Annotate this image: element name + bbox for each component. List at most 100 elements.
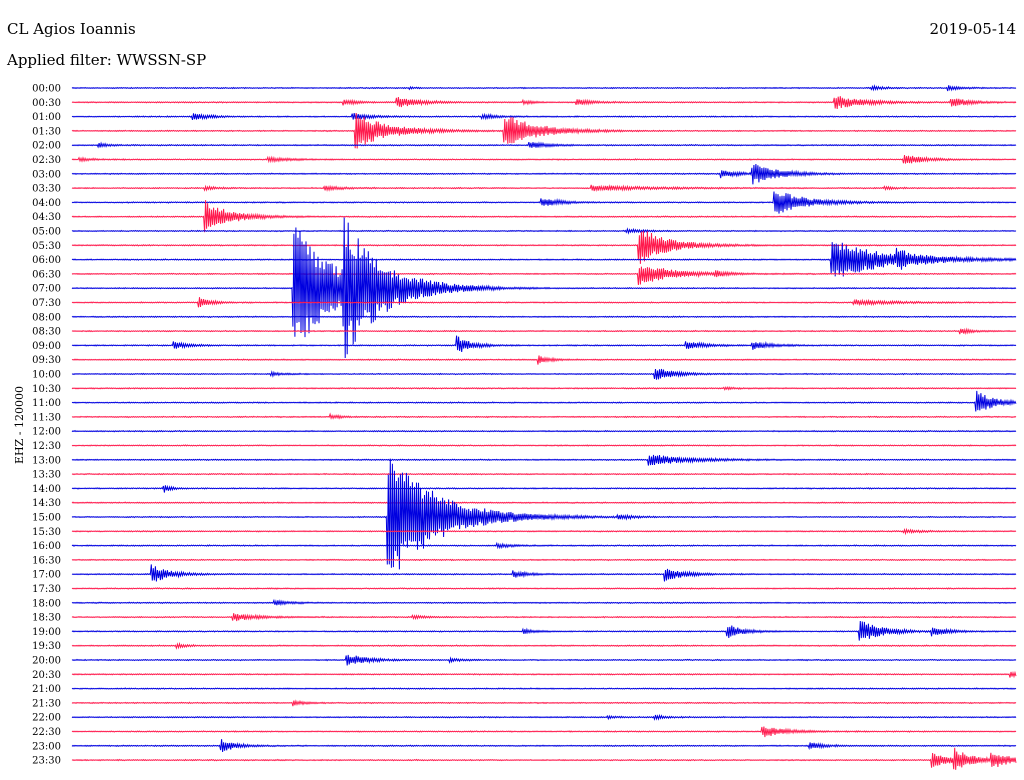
time-label-1400: 14:00 [32,484,61,495]
time-label-1000: 10:00 [32,370,61,381]
trace-row-0700 [71,217,1017,359]
time-label-2000: 20:00 [32,656,61,667]
time-label-2330: 23:30 [32,756,61,767]
time-label-1100: 11:00 [32,398,61,409]
trace-row-1130 [71,412,1017,420]
trace-row-0000 [71,84,1017,92]
trace-row-0430 [71,200,1017,233]
trace-row-0900 [71,335,1017,352]
trace-row-2000 [71,654,1017,666]
station-title: CL Agios Ioannis [7,20,136,38]
trace-row-0500 [71,227,1017,235]
trace-row-0400 [71,191,1017,214]
time-label-0830: 08:30 [32,327,61,338]
time-label-0600: 06:00 [32,255,61,266]
time-label-1630: 16:30 [32,555,61,566]
time-label-1130: 11:30 [32,412,61,423]
time-label-0930: 09:30 [32,355,61,366]
time-label-1730: 17:30 [32,584,61,595]
time-label-0500: 05:00 [32,227,61,238]
time-label-1330: 13:30 [32,470,61,481]
trace-row-2130 [71,699,1017,707]
trace-row-2100 [71,687,1017,690]
time-label-2300: 23:00 [32,741,61,752]
trace-row-0530 [71,230,1017,264]
trace-row-1100 [71,390,1017,412]
time-label-1200: 12:00 [32,427,61,438]
time-label-1700: 17:00 [32,570,61,581]
time-label-1300: 13:00 [32,455,61,466]
time-label-0300: 03:00 [32,169,61,180]
time-label-0130: 01:30 [32,126,61,137]
trace-row-1900 [71,620,1017,641]
time-label-1230: 12:30 [32,441,61,452]
time-label-0630: 06:30 [32,269,61,280]
trace-row-0330 [71,184,1017,192]
trace-row-1930 [71,641,1017,650]
trace-row-1230 [71,444,1017,447]
trace-row-1800 [71,598,1017,607]
trace-row-0830 [71,327,1017,335]
trace-row-2300 [71,739,1017,752]
trace-row-0730 [71,297,1017,308]
date-label: 2019-05-14 [929,20,1016,38]
filter-label: Applied filter: WWSSN-SP [7,51,207,69]
trace-row-0130 [71,112,1017,149]
trace-row-0630 [71,266,1017,286]
time-label-0200: 02:00 [32,141,61,152]
time-label-1800: 18:00 [32,598,61,609]
time-label-1830: 18:30 [32,613,61,624]
trace-row-1600 [71,541,1017,550]
trace-row-0100 [71,112,1017,121]
time-label-2230: 22:30 [32,727,61,738]
time-label-1600: 16:00 [32,541,61,552]
time-labels: 00:00 00:30 01:00 01:30 02:00 02:30 03:00 03:30… [32,84,61,767]
time-label-0800: 08:00 [32,312,61,323]
trace-row-1730 [71,587,1017,590]
time-label-0030: 00:30 [32,98,61,109]
trace-row-0300 [71,163,1017,185]
trace-row-0930 [71,355,1017,365]
time-label-0000: 00:00 [32,84,61,95]
time-label-0900: 09:00 [32,341,61,352]
time-label-0730: 07:30 [32,298,61,309]
time-label-1500: 15:00 [32,513,61,524]
trace-row-1200 [71,429,1017,433]
trace-row-0030 [71,96,1017,110]
time-label-1430: 14:30 [32,498,61,509]
trace-row-1530 [71,527,1017,536]
time-label-2030: 20:30 [32,670,61,681]
trace-row-1030 [71,386,1017,391]
time-label-1900: 19:00 [32,627,61,638]
trace-row-2030 [71,670,1017,679]
time-label-2200: 22:00 [32,713,61,724]
trace-row-1330 [71,472,1017,476]
seismic-traces [71,84,1017,770]
time-label-2100: 21:00 [32,684,61,695]
trace-row-1300 [71,454,1017,466]
trace-row-0200 [71,141,1017,149]
time-label-0400: 04:00 [32,198,61,209]
time-label-2130: 21:30 [32,698,61,709]
time-label-1930: 19:30 [32,641,61,652]
time-label-0100: 01:00 [32,112,61,123]
trace-row-1500 [71,458,1017,570]
trace-row-1000 [71,368,1017,380]
time-label-0530: 05:30 [32,241,61,252]
time-label-0430: 04:30 [32,212,61,223]
trace-row-2230 [71,726,1017,738]
trace-row-1630 [71,558,1017,562]
time-label-0330: 03:30 [32,184,61,195]
time-label-1530: 15:30 [32,527,61,538]
time-label-1030: 10:30 [32,384,61,395]
trace-row-1700 [71,564,1017,582]
trace-row-1430 [71,501,1017,505]
trace-row-0600 [71,242,1017,277]
time-label-0230: 02:30 [32,155,61,166]
trace-row-0230 [71,154,1017,164]
trace-row-1830 [71,613,1017,622]
trace-row-2330 [71,747,1017,770]
trace-row-1400 [71,484,1017,493]
trace-row-2200 [71,713,1017,721]
